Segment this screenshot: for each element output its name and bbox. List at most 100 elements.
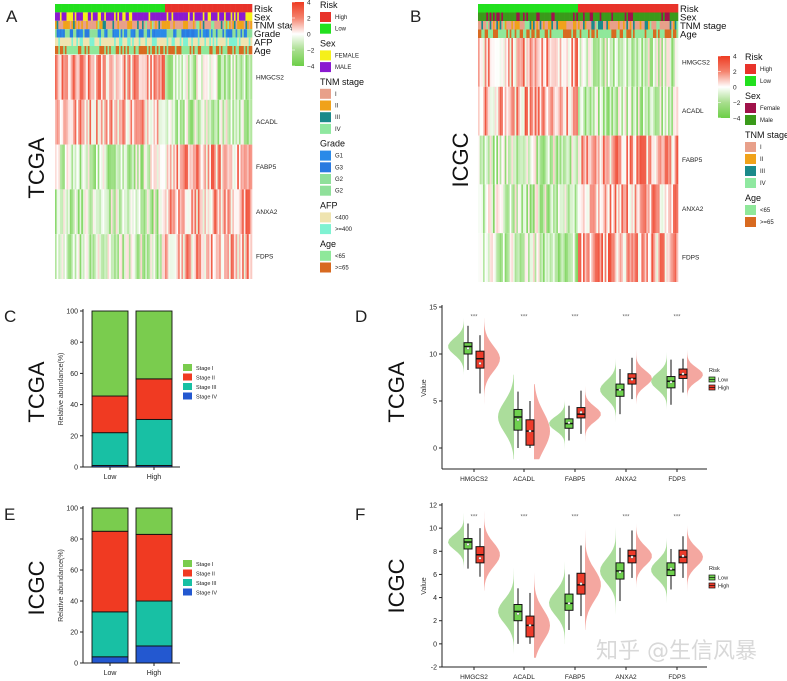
annotation-cell (524, 12, 527, 21)
annotation-cell (533, 4, 535, 13)
annotation-cell (197, 12, 200, 21)
annotation-cell (543, 12, 545, 21)
annotation-cell (215, 37, 218, 46)
annotation-cell (219, 12, 222, 21)
y-tick-label: 100 (66, 309, 78, 316)
heatmap-cell (664, 233, 667, 282)
annotation-cell (186, 4, 189, 13)
mean-point (630, 377, 634, 381)
annotation-cell (516, 21, 519, 30)
heatmap-cell (107, 55, 110, 100)
heatmap-cell (105, 189, 108, 235)
heatmap-cell (77, 99, 80, 145)
heatmap-cell (176, 234, 179, 279)
annotation-cell (533, 12, 535, 21)
heatmap-cell (676, 38, 679, 87)
heatmap-cell (191, 55, 194, 100)
x-tick-label: FDPS (668, 674, 686, 681)
annotation-cell (158, 29, 161, 38)
legend-swatch (745, 115, 756, 125)
annotation-cell (215, 12, 218, 21)
annotation-row-tnm-stage (55, 20, 253, 30)
annotation-cell (623, 29, 625, 38)
heatmap-cell (619, 184, 622, 234)
annotation-cell (596, 29, 599, 38)
annotation-cell (604, 21, 607, 30)
heatmap-cell (479, 184, 482, 234)
annotation-cell (661, 12, 664, 21)
heatmap-cell (578, 135, 580, 185)
heatmap-cell (123, 99, 126, 145)
heatmap-cell (483, 184, 485, 234)
heatmap-cell (543, 233, 545, 282)
annotation-cell (534, 12, 537, 21)
annotation-cell (609, 12, 612, 21)
heatmap-cell (79, 234, 82, 279)
annotation-cell (194, 46, 197, 55)
annotation-cell (128, 12, 131, 21)
heatmap-cell (192, 189, 195, 235)
heatmap-cell (651, 86, 654, 136)
heatmap-cell (71, 55, 74, 100)
annotation-cell (644, 21, 647, 30)
heatmap-cell (574, 135, 577, 185)
annotation-cell (629, 12, 632, 21)
panel-label-e: E (4, 505, 15, 524)
gene-row-acadl (55, 99, 253, 145)
heatmap-cell (120, 55, 123, 100)
heatmap-cell (79, 55, 82, 100)
heatmap-cell (92, 189, 95, 235)
heatmap-cell (104, 144, 107, 190)
heatmap-cell (616, 86, 619, 136)
annotation-cell (551, 21, 554, 30)
heatmap-cell (673, 86, 675, 136)
heatmap-cell (104, 234, 107, 279)
annotation-cell (109, 37, 112, 46)
annotation-cell (504, 21, 507, 30)
annotation-cell (501, 4, 504, 13)
heatmap-cell (145, 99, 148, 145)
annotation-cell (217, 37, 220, 46)
annotation-cell (588, 21, 590, 30)
annotation-cell (217, 12, 220, 21)
annotation-cell (551, 4, 554, 13)
annotation-cell (184, 20, 187, 30)
heatmap-cell (669, 233, 672, 282)
heatmap-cell (596, 86, 599, 136)
legend-swatch (320, 50, 331, 61)
annotation-cell (71, 20, 74, 30)
annotation-row-age (478, 29, 679, 38)
annotation-cell (110, 12, 113, 21)
heatmap-cell (169, 234, 172, 279)
annotation-cell (86, 12, 89, 21)
annotation-cell (178, 4, 181, 13)
annotation-cell (548, 4, 550, 13)
heatmap-cell (594, 86, 597, 136)
annotation-cell (176, 29, 179, 38)
heatmap-cell (155, 99, 158, 145)
heatmap-cell (531, 184, 534, 234)
heatmap-cell (574, 233, 577, 282)
heatmap-cell (653, 135, 655, 185)
heatmap-cell (59, 189, 62, 235)
heatmap-cell (247, 99, 250, 145)
annotation-cell (71, 29, 74, 38)
heatmap-cell (546, 38, 549, 87)
annotation-cell (593, 29, 595, 38)
heatmap-cell (100, 144, 103, 190)
annotation-cell (243, 4, 246, 13)
annotation-cell (94, 4, 97, 13)
annotation-cell (110, 20, 113, 30)
heatmap-cell (109, 189, 112, 235)
heatmap-cell (74, 189, 77, 235)
heatmap-cell (593, 86, 595, 136)
heatmap-cell (210, 144, 213, 190)
heatmap-cell (559, 135, 562, 185)
annotation-cell (183, 46, 185, 55)
heatmap-cell (237, 99, 240, 145)
heatmap-cell (593, 184, 595, 234)
heatmap-cell (128, 99, 131, 145)
annotation-cell (496, 29, 499, 38)
legend-label: III (335, 115, 340, 121)
